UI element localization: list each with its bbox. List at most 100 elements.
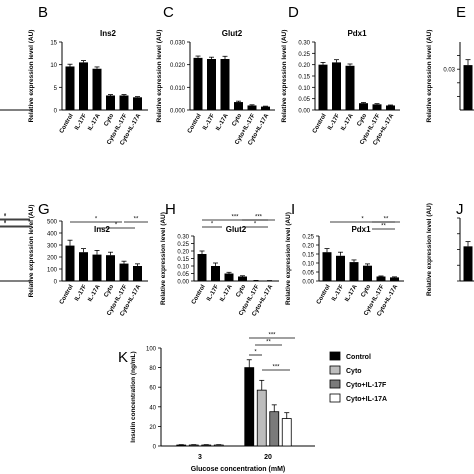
x-tick-label-c: Cyto (231, 113, 243, 128)
sig-i-3-label: ** (381, 224, 386, 230)
significance-layer: ******** ********* ************* (0, 214, 400, 371)
y-tick-label-d: 0.10 (298, 86, 310, 92)
bar-h (197, 254, 207, 281)
sig-i-1-label: * (361, 217, 364, 223)
sig-f-2-label: * (4, 221, 7, 227)
sig-h-4-label: * (254, 222, 257, 228)
bar-i (376, 276, 386, 281)
x-tick-label-c: IL-17A (215, 112, 230, 131)
bar-i (390, 277, 399, 281)
y-tick-label-g: 100 (47, 268, 58, 274)
chart-title-g: Ins2 (94, 225, 111, 234)
y-tick-label-h: 0.00 (177, 280, 189, 286)
legend-label: Cyto+IL-17A (346, 396, 387, 403)
y-axis-label-j: Relative expression level (AU) (426, 203, 433, 296)
legend-swatch (329, 379, 341, 389)
x-tick-label-i: Cyto (360, 284, 372, 299)
bar-h (265, 280, 274, 282)
sig-k-3-label: *** (272, 365, 280, 371)
y-axis-label-k: Insulin concentration (ng/mL) (130, 351, 137, 442)
y-tick-label-e: 0.03 (443, 68, 455, 74)
y-axis-label-i: Relative expression level (AU) (285, 212, 292, 305)
x-tick-label-d: IL-17A (340, 112, 355, 131)
y-tick-label-h: 0.25 (177, 242, 189, 248)
panel-label-e: E (456, 4, 466, 21)
x-tick-label-b: Cyto (103, 113, 115, 128)
x-tick-label-g: Control (59, 284, 75, 306)
y-tick-label-i: 0.10 (302, 262, 314, 268)
x-tick-label-c: IL-17F (202, 113, 216, 132)
x-tick-label-h: IL-17A (219, 283, 234, 302)
x-tick-label-i: IL-17A (344, 283, 359, 302)
panel-label-h: H (165, 201, 176, 218)
x-tick-label-k: 3 (198, 454, 202, 461)
y-tick-label-c: 0.020 (170, 63, 186, 69)
y-tick-label-d: 0.30 (298, 41, 310, 47)
x-tick-label-g: IL-17A (87, 283, 102, 302)
x-tick-label-d: Control (312, 113, 328, 135)
bar-b (119, 95, 129, 110)
y-tick-label-g: 300 (47, 244, 58, 250)
x-tick-label-d: IL-17F (327, 113, 341, 132)
legend-swatch (329, 351, 341, 361)
sig-k-4-label: *** (268, 333, 276, 339)
x-tick-label-b: Control (59, 113, 75, 135)
bar-k-cyto-il-17f (269, 411, 280, 447)
bar-c (234, 102, 243, 110)
y-axis-label-h: Relative expression level (AU) (160, 212, 167, 305)
bar-g (92, 254, 102, 281)
y-tick-label-b: 15 (50, 41, 57, 47)
y-tick-label-c: 0.010 (170, 86, 186, 92)
bar-d (359, 103, 368, 110)
y-tick-label-h: 0.10 (177, 265, 189, 271)
bar-d (386, 105, 395, 110)
sig-g-1-label: * (95, 217, 98, 223)
bar-k-cyto (256, 389, 267, 447)
x-tick-label-c: Control (187, 113, 203, 135)
legend-label: Control (346, 354, 371, 361)
bar-k-cyto (188, 444, 199, 447)
bar-g (133, 266, 142, 281)
sig-k-2-label: ** (266, 340, 271, 346)
x-tick-label-b: IL-17F (74, 113, 88, 132)
y-tick-label-d: 0.25 (298, 52, 310, 58)
chart-title-i: Pdx1 (351, 225, 371, 234)
bar-j (463, 246, 473, 281)
panel-label-c: C (163, 4, 174, 21)
y-tick-label-i: 0.25 (302, 235, 314, 241)
y-tick-label-c: 0.030 (170, 41, 186, 47)
bar-b (79, 62, 88, 110)
x-axis-label-k: Glucose concentration (mM) (191, 466, 286, 473)
legend-swatch (329, 365, 341, 375)
chart-title-c: Glut2 (222, 29, 243, 38)
sig-g-3-label: ** (134, 217, 139, 223)
legend: Control Cyto Cyto+IL-17F Cyto+IL-17A (329, 351, 387, 403)
legend-swatch (329, 393, 341, 403)
x-tick-label-d: Cyto (356, 113, 368, 128)
y-tick-label-d: 0.15 (298, 75, 310, 81)
y-tick-label-b: 10 (50, 63, 57, 69)
legend-label: Cyto (346, 368, 362, 375)
sig-a-2-label: * (4, 222, 7, 228)
panel-label-b: B (38, 4, 48, 21)
panel-label-k: K (118, 349, 128, 366)
bar-i (336, 255, 345, 281)
x-tick-label-i: IL-17F (331, 284, 345, 303)
bar-c (193, 57, 203, 110)
y-tick-label-k: 40 (149, 405, 156, 411)
y-tick-label-g: 400 (47, 232, 58, 238)
bar-k-cyto-il-17a (281, 418, 292, 447)
y-tick-label-b: 5 (54, 86, 58, 92)
y-tick-label-d: 0.00 (298, 109, 310, 115)
bar-g (65, 245, 75, 281)
bar-k-control (244, 367, 255, 447)
y-axis-label-g: Relative expression level (AU) (28, 205, 35, 298)
x-tick-label-b: IL-17A (87, 112, 102, 131)
sig-f-1-label: * (4, 214, 7, 220)
panel-label-g: G (38, 201, 50, 218)
plot-layer: IL-17F Cyto+IL-17F Cyto+IL-17A 0 5 10 15 Relati… (0, 30, 474, 473)
y-tick-label-c: 0.000 (170, 109, 186, 115)
y-tick-label-b: 0 (54, 109, 58, 115)
bar-i (363, 265, 372, 281)
y-tick-label-i: 0.05 (302, 271, 314, 277)
